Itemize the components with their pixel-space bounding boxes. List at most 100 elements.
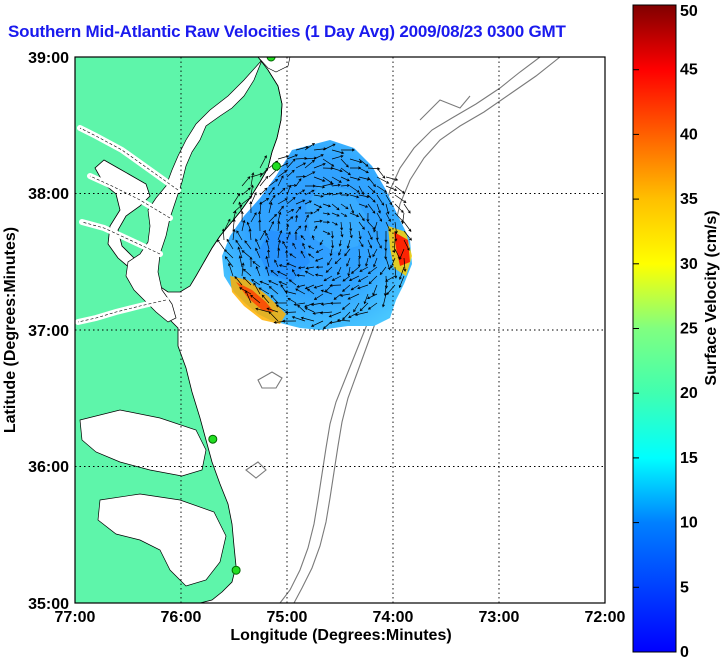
velocity-arrow: [268, 311, 279, 322]
velocity-arrow: [286, 196, 296, 205]
velocity-arrow: [234, 275, 243, 286]
velocity-arrow: [349, 230, 353, 239]
velocity-arrow: [331, 154, 344, 160]
velocity-arrow: [331, 176, 342, 183]
velocity-arrow: [277, 211, 282, 223]
colorbar-label: Surface Velocity (cm/s): [703, 210, 720, 385]
velocity-arrow: [331, 239, 335, 249]
velocity-arrow: [315, 265, 324, 269]
velocity-arrow: [319, 239, 324, 246]
velocity-arrow: [399, 248, 405, 261]
velocity-arrow: [241, 176, 251, 187]
velocity-arrow: [277, 230, 283, 241]
velocity-arrow: [304, 307, 315, 313]
velocity-arrow: [293, 302, 306, 306]
velocity-arrow: [241, 219, 246, 232]
velocity-arrow: [286, 154, 299, 160]
y-tick-label: 39:00: [28, 50, 69, 67]
velocity-arrow: [315, 248, 324, 253]
velocity-arrow: [232, 218, 236, 232]
velocity-arrow: [342, 311, 351, 321]
velocity-arrow: [292, 268, 297, 277]
velocity-arrow: [358, 248, 362, 260]
velocity-arrow: [357, 275, 369, 282]
velocity-arrow: [248, 228, 252, 241]
velocity-arrow: [295, 178, 302, 187]
velocity-arrow: [373, 257, 378, 268]
chesapeake-bay: [125, 59, 263, 323]
velocity-arrow: [385, 194, 393, 206]
velocity-arrow: [244, 240, 252, 250]
colorbar-tick-label: 15: [680, 450, 698, 467]
velocity-arrow: [385, 176, 399, 181]
velocity-arrow: [277, 239, 281, 250]
velocity-arrow: [313, 208, 320, 214]
velocity-arrow: [340, 212, 348, 217]
velocity-arrow: [294, 230, 298, 241]
velocity-arrow: [268, 220, 274, 232]
velocity-arrow: [349, 194, 360, 199]
velocity-arrow: [381, 293, 387, 308]
velocity-arrow: [259, 175, 269, 187]
velocity-arrow: [250, 212, 257, 223]
velocity-arrow: [228, 262, 234, 277]
map-title: Southern Mid-Atlantic Raw Velocities (1 …: [8, 22, 566, 41]
plot-frame: [74, 56, 606, 604]
velocity-arrow: [322, 182, 334, 187]
velocity-arrow: [297, 304, 306, 313]
velocity-arrow: [307, 245, 315, 250]
velocity-arrow: [385, 221, 391, 232]
velocity-arrow: [239, 287, 252, 295]
velocity-arrow: [313, 194, 324, 198]
velocity-arrow: [367, 194, 376, 203]
velocity-arrow: [295, 189, 306, 196]
velocity-arrow: [250, 191, 257, 205]
velocity-arrow: [331, 221, 338, 226]
velocity-arrow: [340, 183, 351, 187]
velocity-arrow: [232, 228, 236, 241]
velocity-arrow: [376, 239, 382, 249]
velocity-arrow: [295, 214, 299, 223]
velocity-arrow: [338, 239, 342, 247]
velocity-arrow: [268, 179, 279, 187]
velocity-arrow: [259, 201, 263, 214]
velocity-arrow: [358, 212, 365, 222]
velocity-arrow: [340, 221, 344, 231]
colorbar-tick-label: 25: [680, 321, 698, 338]
velocity-arrow: [376, 212, 382, 222]
velocity-arrow: [313, 203, 323, 209]
velocity-arrow: [295, 199, 306, 205]
velocity-arrow: [386, 284, 396, 296]
velocity-arrow: [277, 187, 286, 196]
velocity-arrow: [286, 216, 294, 223]
velocity-arrow: [322, 212, 331, 216]
velocity-arrow: [368, 275, 378, 285]
velocity-arrow: [304, 159, 315, 169]
velocity-arrow: [376, 167, 386, 179]
velocity-arrow: [394, 194, 407, 203]
velocity-arrow: [265, 255, 270, 268]
velocity-arrow: [232, 193, 241, 205]
velocity-arrow: [236, 230, 243, 241]
velocity-arrow: [330, 230, 334, 239]
velocity-arrow: [331, 183, 341, 187]
velocity-arrow: [322, 143, 336, 151]
velocity-arrow: [394, 203, 404, 213]
velocity-arrow: [286, 223, 290, 232]
velocity-arrow: [276, 270, 288, 277]
velocity-arrow: [376, 185, 388, 193]
velocity-field: [216, 140, 412, 330]
colorbar-tick-label: 35: [680, 191, 698, 208]
velocity-arrow: [385, 257, 391, 271]
velocity-arrow: [350, 284, 360, 291]
velocity-arrow: [304, 224, 308, 232]
velocity-arrow: [249, 256, 253, 268]
radar-station-marker: [231, 565, 241, 575]
velocity-arrow: [223, 249, 234, 259]
velocity-arrow: [268, 213, 278, 223]
delaware-bay: [257, 57, 291, 73]
velocity-arrow: [398, 275, 405, 289]
velocity-arrow: [340, 230, 344, 238]
y-axis-label: Latitude (Degrees:Minutes): [2, 227, 19, 433]
velocity-arrow: [348, 311, 360, 318]
